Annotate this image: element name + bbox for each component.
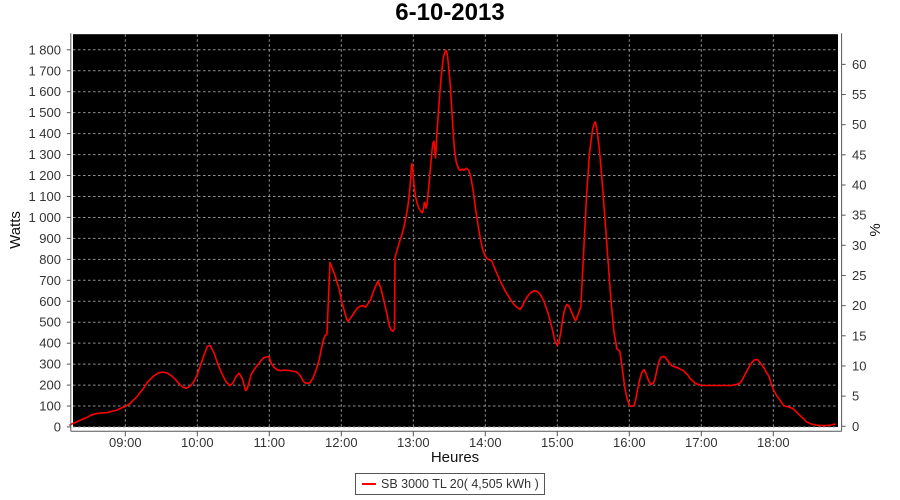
svg-text:%: % — [867, 223, 884, 236]
svg-text:15: 15 — [852, 328, 866, 343]
svg-text:18:00: 18:00 — [757, 435, 790, 450]
svg-text:12:00: 12:00 — [325, 435, 358, 450]
svg-text:14:00: 14:00 — [469, 435, 502, 450]
svg-text:500: 500 — [39, 315, 61, 330]
svg-text:400: 400 — [39, 336, 61, 351]
svg-text:16:00: 16:00 — [613, 435, 646, 450]
svg-text:1 300: 1 300 — [28, 147, 61, 162]
svg-text:35: 35 — [852, 208, 866, 223]
svg-text:10:00: 10:00 — [181, 435, 214, 450]
svg-text:5: 5 — [852, 389, 859, 404]
svg-text:25: 25 — [852, 268, 866, 283]
svg-text:50: 50 — [852, 117, 866, 132]
svg-text:0: 0 — [54, 420, 61, 435]
svg-text:11:00: 11:00 — [254, 435, 286, 450]
svg-text:Watts: Watts — [7, 211, 24, 249]
svg-text:60: 60 — [852, 57, 866, 72]
svg-text:900: 900 — [39, 231, 61, 246]
svg-text:1 700: 1 700 — [28, 63, 61, 78]
svg-text:15:00: 15:00 — [541, 435, 574, 450]
svg-text:1 500: 1 500 — [28, 105, 61, 120]
svg-text:600: 600 — [39, 294, 61, 309]
svg-text:09:00: 09:00 — [109, 435, 142, 450]
svg-text:30: 30 — [852, 238, 866, 253]
svg-text:800: 800 — [39, 252, 61, 267]
svg-text:20: 20 — [852, 298, 866, 313]
svg-text:1 100: 1 100 — [28, 189, 61, 204]
svg-text:700: 700 — [39, 273, 61, 288]
svg-text:17:00: 17:00 — [685, 435, 718, 450]
svg-text:55: 55 — [852, 87, 866, 102]
svg-text:1 800: 1 800 — [28, 42, 61, 57]
svg-text:40: 40 — [852, 178, 866, 193]
svg-text:1 200: 1 200 — [28, 168, 61, 183]
svg-text:300: 300 — [39, 357, 61, 372]
svg-text:1 000: 1 000 — [28, 210, 61, 225]
svg-text:13:00: 13:00 — [397, 435, 430, 450]
svg-text:200: 200 — [39, 378, 61, 393]
svg-text:Heures: Heures — [431, 449, 479, 466]
svg-text:100: 100 — [39, 399, 61, 414]
svg-text:10: 10 — [852, 358, 866, 373]
svg-text:1 600: 1 600 — [28, 84, 61, 99]
svg-text:45: 45 — [852, 147, 866, 162]
svg-text:0: 0 — [852, 419, 859, 434]
svg-text:1 400: 1 400 — [28, 126, 61, 141]
